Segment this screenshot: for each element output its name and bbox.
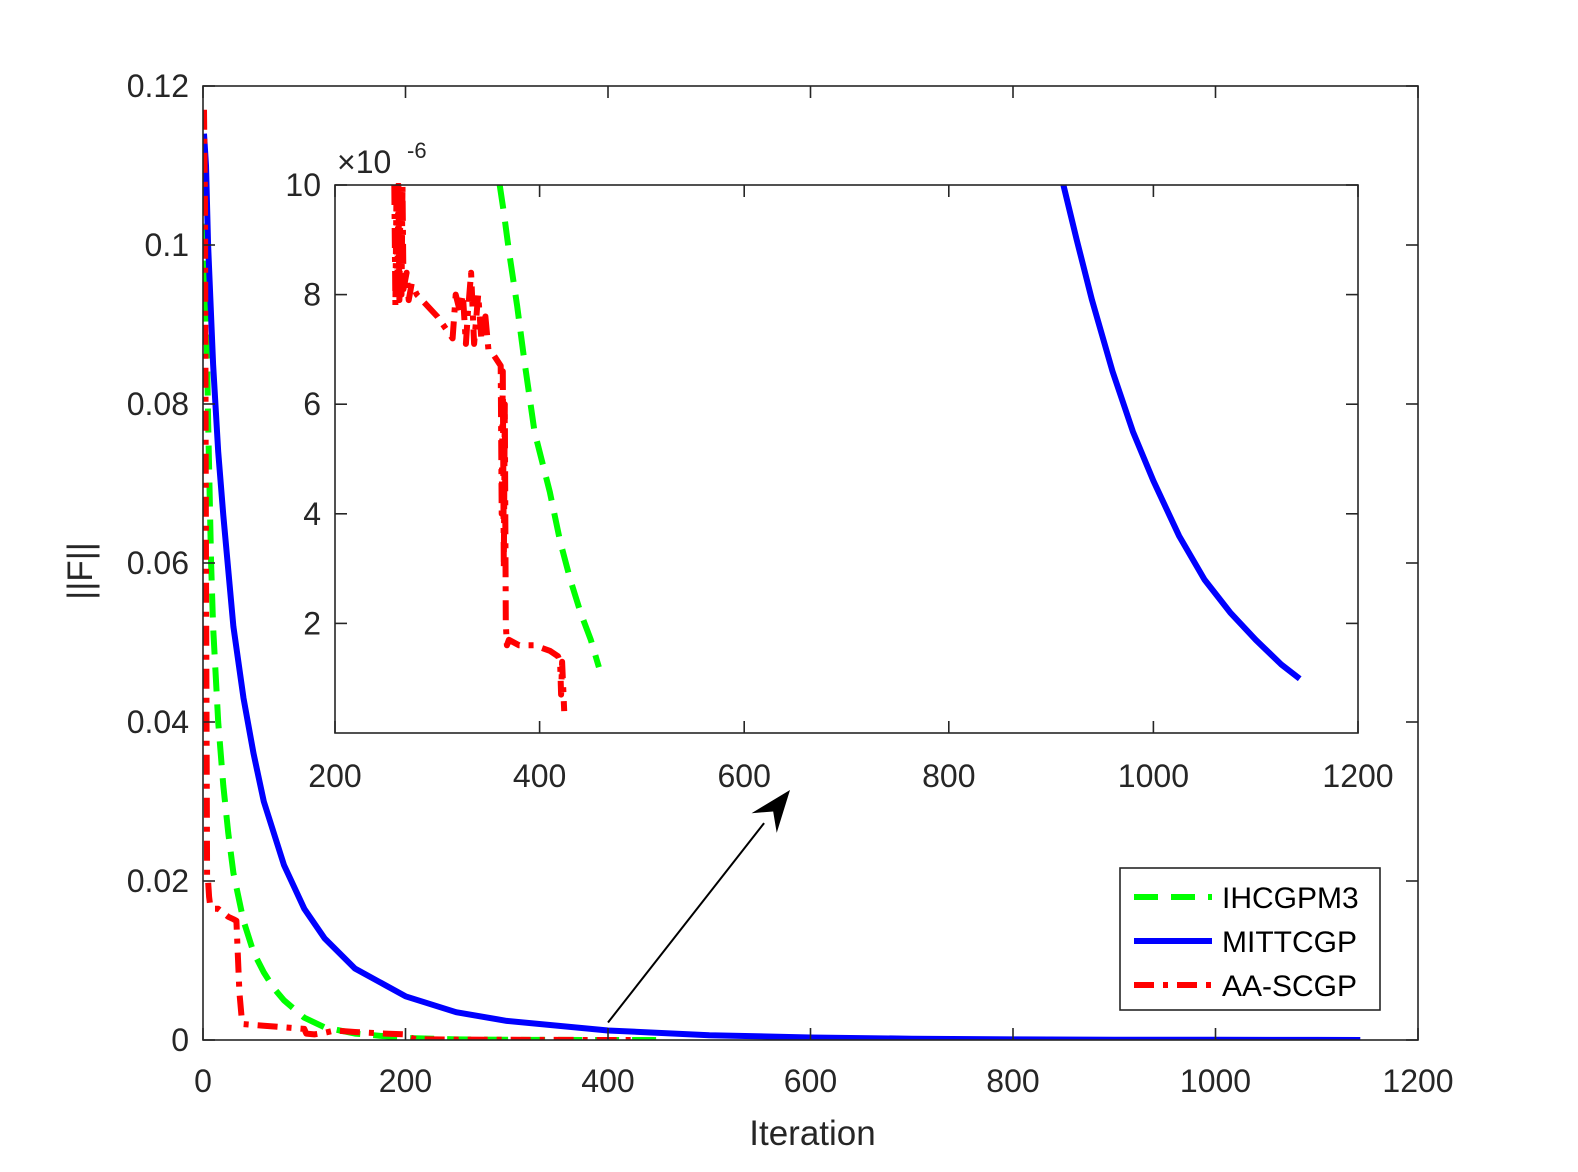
inset-background	[335, 185, 1358, 733]
series-line-aa-scgp	[391, 183, 568, 712]
y-tick-label: 0.12	[127, 68, 189, 104]
zoom-arrow	[607, 790, 790, 1024]
y-tick-label: 0.06	[127, 545, 189, 581]
inset-y-multiplier-exponent: -6	[407, 138, 427, 163]
x-tick-label: 0	[194, 1063, 212, 1099]
x-tick-label: 800	[922, 758, 975, 794]
legend-label: IHCGPM3	[1222, 882, 1359, 915]
x-tick-label: 600	[784, 1063, 837, 1099]
legend-label: MITTCGP	[1222, 926, 1357, 959]
y-tick-label: 0.02	[127, 863, 189, 899]
x-tick-label: 200	[379, 1063, 432, 1099]
legend-label: AA-SCGP	[1222, 970, 1357, 1003]
axes-box	[334, 184, 1359, 734]
x-tick-label: 1000	[1118, 758, 1189, 794]
x-tick-label: 400	[581, 1063, 634, 1099]
legend: IHCGPM3 MITTCGP AA-SCGP	[1119, 867, 1381, 1011]
series-group	[391, 183, 1302, 712]
x-tick-label: 1000	[1180, 1063, 1251, 1099]
y-tick-label: 10	[285, 167, 321, 203]
arrow-head	[751, 790, 790, 833]
main-axes: 0 200 400 600 800 1000 1200 0 0.02 0.04 0.06 0.08 0.…	[61, 68, 1454, 1153]
y-tick-label: 2	[303, 605, 321, 641]
main-plot: 0 200 400 600 800 1000 1200 0 0.02 0.04 0.06 0.08 0.…	[61, 68, 1454, 1153]
inset-plot: 200 400 600 800 1000 1200 2 4 6 8 10 ×10 -6	[285, 138, 1393, 794]
inset-axes: 200 400 600 800 1000 1200 2 4 6 8 10 ×10 -6	[285, 138, 1393, 794]
inset-series-layer	[391, 183, 1302, 712]
y-axis-title: ||F||	[61, 542, 100, 600]
x-tick-label: 200	[308, 758, 361, 794]
arrow-shaft	[607, 822, 765, 1024]
x-tick-label: 1200	[1322, 758, 1393, 794]
y-tick-label: 0	[171, 1022, 189, 1058]
y-tick-label: 6	[303, 386, 321, 422]
y-tick-label: 0.1	[145, 227, 189, 263]
y-tick-label: 0.04	[127, 704, 189, 740]
x-tick-label: 400	[513, 758, 566, 794]
y-tick-label: 0.08	[127, 386, 189, 422]
series-line-ihcgpm3	[496, 184, 602, 669]
x-tick-label: 600	[718, 758, 771, 794]
x-tick-label: 1200	[1382, 1063, 1453, 1099]
y-tick-label: 4	[303, 496, 321, 532]
inset-y-multiplier: ×10	[337, 144, 391, 180]
x-tick-label: 800	[986, 1063, 1039, 1099]
x-axis-title: Iteration	[749, 1114, 875, 1153]
series-line-mittcgp	[1060, 184, 1302, 682]
y-tick-label: 8	[303, 277, 321, 313]
